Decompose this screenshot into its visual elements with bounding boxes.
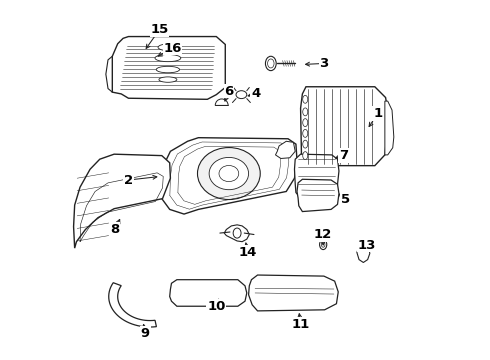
Text: 12: 12: [314, 228, 332, 241]
Ellipse shape: [197, 148, 260, 199]
Text: 5: 5: [341, 193, 350, 206]
Text: 13: 13: [358, 239, 376, 252]
Wedge shape: [215, 99, 228, 105]
Polygon shape: [294, 154, 339, 198]
Ellipse shape: [268, 59, 274, 68]
Text: 4: 4: [251, 87, 260, 100]
Ellipse shape: [303, 119, 308, 127]
Ellipse shape: [303, 140, 308, 148]
Ellipse shape: [266, 56, 276, 71]
Ellipse shape: [303, 95, 308, 103]
Polygon shape: [170, 280, 247, 306]
Polygon shape: [74, 154, 171, 248]
Text: 2: 2: [124, 174, 133, 186]
Polygon shape: [385, 101, 394, 155]
Polygon shape: [248, 275, 338, 311]
Ellipse shape: [236, 91, 247, 99]
Ellipse shape: [159, 77, 177, 82]
Ellipse shape: [209, 157, 248, 190]
Polygon shape: [297, 179, 339, 212]
Text: 14: 14: [239, 246, 257, 259]
Polygon shape: [357, 244, 370, 262]
Polygon shape: [112, 37, 225, 99]
Polygon shape: [162, 138, 297, 214]
Ellipse shape: [219, 166, 239, 181]
Ellipse shape: [303, 152, 308, 159]
Polygon shape: [109, 283, 156, 327]
Text: 6: 6: [224, 85, 234, 98]
Polygon shape: [224, 225, 249, 242]
Polygon shape: [300, 87, 388, 166]
Text: 11: 11: [292, 318, 310, 331]
Text: 7: 7: [339, 149, 348, 162]
Text: 16: 16: [163, 41, 182, 54]
Text: 1: 1: [373, 107, 382, 120]
Text: 9: 9: [141, 327, 150, 340]
Ellipse shape: [155, 54, 181, 62]
Ellipse shape: [303, 108, 308, 116]
Polygon shape: [275, 141, 295, 158]
Ellipse shape: [233, 228, 241, 238]
Text: 15: 15: [150, 23, 169, 36]
Ellipse shape: [303, 130, 308, 137]
Ellipse shape: [158, 44, 178, 50]
Ellipse shape: [156, 66, 179, 73]
Text: 10: 10: [207, 300, 225, 313]
Text: 8: 8: [111, 223, 120, 236]
Text: 3: 3: [319, 57, 328, 70]
Ellipse shape: [319, 239, 327, 249]
Ellipse shape: [321, 242, 325, 247]
